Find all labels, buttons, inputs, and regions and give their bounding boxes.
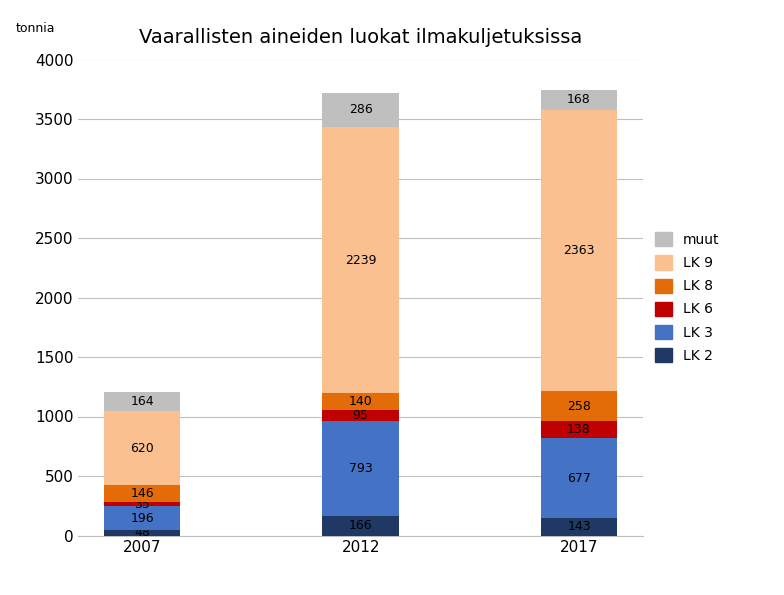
Bar (541, 391, 617, 421)
Text: 164: 164 (130, 395, 154, 408)
Text: 95: 95 (353, 409, 368, 422)
Text: 258: 258 (567, 400, 591, 413)
Text: 2239: 2239 (345, 253, 376, 267)
Bar (541, 90, 617, 109)
Bar (104, 530, 180, 536)
Bar (104, 502, 180, 506)
Text: 48: 48 (134, 526, 151, 539)
Text: tonnia: tonnia (16, 21, 56, 35)
Bar (541, 518, 617, 536)
Bar (322, 410, 399, 421)
Text: 620: 620 (130, 441, 154, 455)
Bar (541, 421, 617, 438)
Bar (104, 392, 180, 411)
Text: 793: 793 (349, 462, 372, 475)
Title: Vaarallisten aineiden luokat ilmakuljetuksissa: Vaarallisten aineiden luokat ilmakuljetu… (139, 28, 583, 47)
Text: 140: 140 (349, 395, 372, 408)
Bar (541, 438, 617, 518)
Bar (104, 411, 180, 485)
Bar (322, 93, 399, 127)
Text: 35: 35 (134, 498, 151, 511)
Legend: muut, LK 9, LK 8, LK 6, LK 3, LK 2: muut, LK 9, LK 8, LK 6, LK 3, LK 2 (655, 232, 720, 363)
Text: 146: 146 (130, 487, 154, 500)
Bar (322, 393, 399, 410)
Text: 143: 143 (567, 521, 591, 534)
Text: 138: 138 (567, 423, 591, 436)
Bar (104, 506, 180, 530)
Text: 196: 196 (130, 512, 154, 525)
Text: 166: 166 (349, 519, 372, 532)
Text: 2363: 2363 (563, 244, 595, 256)
Bar (322, 516, 399, 536)
Text: 168: 168 (567, 93, 591, 106)
Bar (322, 421, 399, 516)
Text: 677: 677 (567, 472, 591, 485)
Bar (541, 109, 617, 391)
Bar (104, 485, 180, 502)
Text: 286: 286 (349, 104, 372, 117)
Bar (322, 127, 399, 393)
